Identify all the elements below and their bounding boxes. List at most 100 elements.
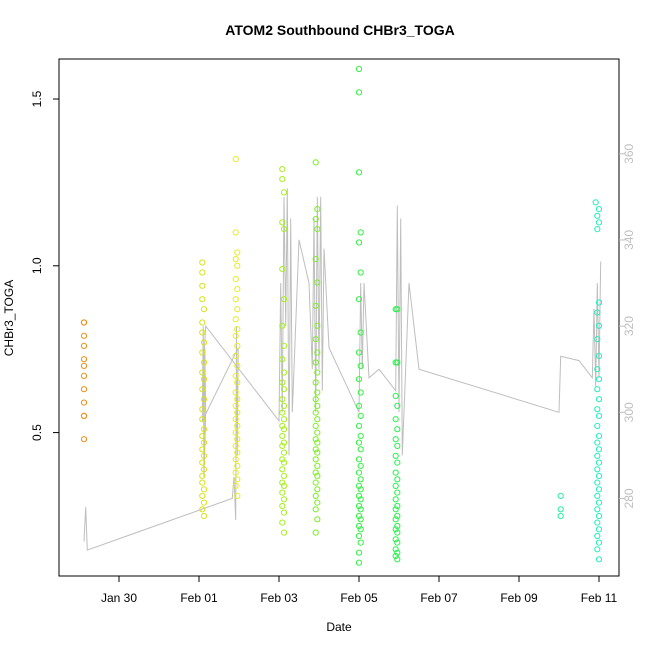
data-point [280,509,288,516]
data-point [394,426,401,433]
data-point [394,549,401,556]
data-point [232,442,239,449]
data-point [357,526,364,533]
x-tick-label: Feb 07 [420,591,458,605]
data-point [314,462,321,469]
data-point [394,556,401,563]
data-point [355,422,363,429]
y2-tick-label: 360 [622,143,636,163]
data-point [595,396,603,403]
data-point [279,356,286,363]
data-point [199,386,206,393]
data-point [594,506,601,513]
data-point [595,299,603,306]
data-point [314,389,321,396]
data-point [595,526,603,533]
data-point [595,499,603,506]
data-point [200,499,208,506]
x-axis-label: Date [326,620,352,634]
data-point [279,456,286,463]
data-point [234,379,241,386]
y2-tick-label: 280 [622,488,636,508]
data-point [279,442,286,449]
data-point [280,426,288,433]
chart-title: ATOM2 Southbound CHBr3_TOGA [225,22,454,38]
secondary-line [83,188,602,551]
data-point [355,239,363,246]
data-point [594,479,601,486]
data-point [595,412,603,419]
x-tick-label: Jan 30 [101,591,137,605]
y2-tick-label: 300 [622,402,636,422]
data-point [594,439,601,446]
data-point [595,539,603,546]
data-point [355,469,363,476]
data-point [392,526,399,533]
data-point [312,469,319,476]
data-point [200,512,208,520]
data-point [199,349,206,356]
data-point [312,396,319,403]
data-point [279,502,286,510]
data-point [394,539,401,546]
data-point [357,446,364,453]
data-point [199,259,206,266]
data-point [392,496,399,503]
data-point [200,452,208,459]
data-point [280,342,288,349]
y2-tick-label: 320 [622,316,636,336]
y-axis: 0.5 1.0 1.5 [30,90,59,441]
data-point [392,506,399,513]
data-point [357,329,364,336]
data-point [80,399,88,406]
data-point [355,169,363,176]
data-point [279,219,286,226]
data-point [200,306,208,313]
data-point [312,359,319,366]
data-point [595,459,603,466]
x-tick-label: Feb 11 [581,591,618,605]
data-point [232,456,239,463]
data-point [232,276,239,283]
data-point [234,409,241,416]
data-point [594,532,601,540]
data-point [357,362,364,369]
data-point [355,456,363,463]
data-point [80,332,88,339]
y-tick-label: 0.5 [30,424,44,441]
data-point [394,459,401,466]
data-point [280,369,288,376]
data-point [595,219,603,226]
data-point [280,496,288,503]
data-point [314,206,321,213]
data-point [234,249,241,256]
data-point [234,436,241,443]
data-point [312,216,319,223]
data-point [355,482,363,489]
data-point [279,519,286,526]
data-point [314,349,321,356]
data-point [279,322,286,329]
data-point [355,492,363,499]
data-point [394,442,401,449]
data-point [279,176,286,183]
data-point [199,506,206,513]
data-point [279,489,286,496]
data-point [314,429,321,436]
data-point [392,552,399,560]
data-point [200,466,208,473]
data-point [200,486,208,493]
data-point [357,269,364,276]
data-point [280,189,288,196]
data-point [312,336,319,343]
data-point [234,286,241,293]
data-point [279,432,286,439]
data-point [80,372,88,379]
data-point [314,516,321,523]
x-tick-label: Feb 05 [340,591,378,605]
data-point [314,369,321,376]
data-point [357,539,364,546]
data-point [595,512,603,520]
data-point [594,406,601,413]
data-point [594,386,601,393]
